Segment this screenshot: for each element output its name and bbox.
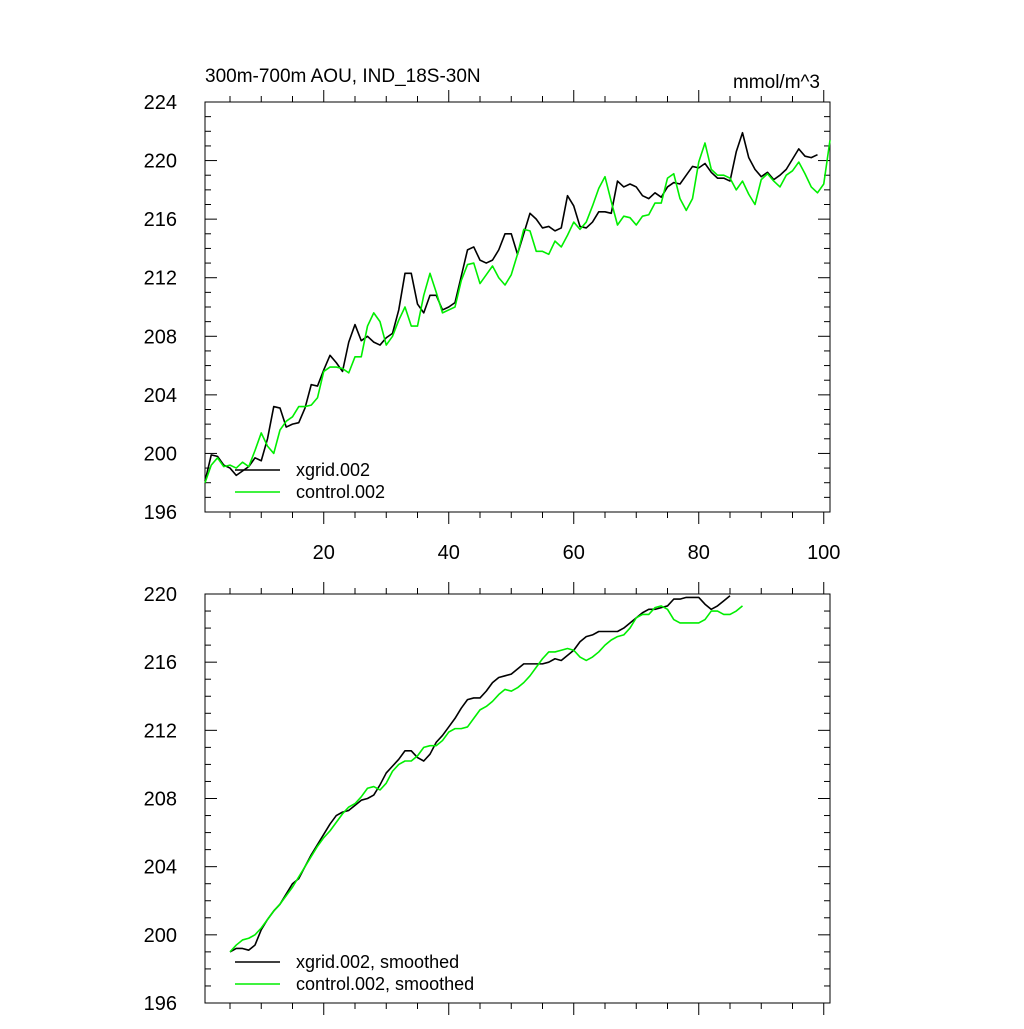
- y-tick-label: 196: [144, 502, 177, 524]
- legend-label: xgrid.002, smoothed: [296, 952, 459, 972]
- y-tick-label: 208: [144, 789, 177, 811]
- units-label: mmol/m^3: [733, 72, 820, 93]
- chart-title: 300m-700m AOU, IND_18S-30N: [205, 66, 481, 87]
- x-tick-label: 80: [688, 542, 710, 564]
- y-tick-label: 208: [144, 326, 177, 348]
- y-tick-label: 212: [144, 268, 177, 290]
- series-line-control: [204, 139, 831, 483]
- y-tick-label: 212: [144, 720, 177, 742]
- series-line-xgrid: [204, 131, 818, 482]
- legend-label: control.002: [296, 482, 385, 502]
- series-line-xgrid: [229, 595, 731, 953]
- x-tick-label: 100: [807, 542, 840, 564]
- plot-frame: [204, 593, 831, 1004]
- x-tick-label: 60: [563, 542, 585, 564]
- chart-panel-2: 196 200 204 208 212 216 220 xgrid.002, smoothed…: [144, 582, 831, 1015]
- y-tick-label: 204: [144, 857, 177, 879]
- y-tick-label: 204: [144, 385, 177, 407]
- y-tick-label: 216: [144, 209, 177, 231]
- y-tick-label: 216: [144, 652, 177, 674]
- series-line-control: [229, 605, 744, 953]
- x-tick-label: 40: [438, 542, 460, 564]
- y-tick-label: 200: [144, 925, 177, 947]
- y-tick-label: 196: [144, 993, 177, 1015]
- chart-panel-1: 196 200 204 208 212 216 220 224 20 40 60 80 100 xgrid…: [144, 66, 841, 564]
- plot-frame: [204, 101, 831, 513]
- legend-label: xgrid.002: [296, 460, 370, 480]
- y-tick-label: 220: [144, 584, 177, 606]
- y-tick-label: 220: [144, 151, 177, 173]
- x-tick-label: 20: [313, 542, 335, 564]
- y-tick-label: 224: [144, 92, 177, 114]
- legend-label: control.002, smoothed: [296, 974, 474, 994]
- y-tick-label: 200: [144, 443, 177, 465]
